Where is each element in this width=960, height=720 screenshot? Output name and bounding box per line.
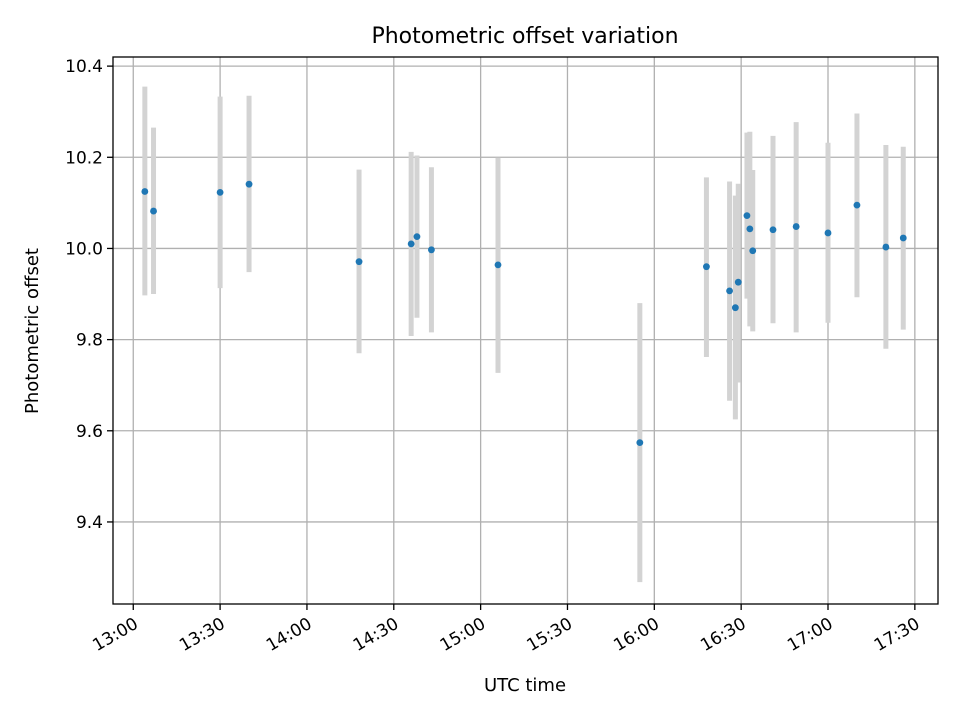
data-point bbox=[731, 304, 739, 312]
data-point bbox=[216, 188, 224, 196]
data-point bbox=[726, 287, 733, 295]
data-point bbox=[636, 439, 644, 447]
data-point bbox=[245, 180, 253, 188]
chart-title: Photometric offset variation bbox=[371, 24, 678, 49]
data-point bbox=[150, 207, 157, 215]
data-point bbox=[749, 247, 757, 255]
data-point bbox=[413, 233, 421, 240]
data-point bbox=[743, 212, 751, 220]
plot-frame bbox=[112, 56, 939, 605]
y-tick-label: 9.4 bbox=[76, 513, 103, 533]
data-point bbox=[703, 263, 710, 271]
data-point bbox=[899, 234, 907, 242]
data-point bbox=[355, 258, 363, 266]
y-tick-label: 10.0 bbox=[65, 239, 103, 259]
data-point bbox=[734, 278, 742, 286]
data-point bbox=[494, 261, 502, 269]
y-axis-ticks: 9.4 9.6 9.8 10.0 10.2 10.4 bbox=[65, 57, 113, 533]
data-point bbox=[882, 243, 890, 251]
y-tick-label: 9.6 bbox=[76, 422, 103, 442]
data-point bbox=[769, 226, 777, 234]
data-point bbox=[792, 223, 800, 230]
data-point bbox=[824, 229, 832, 237]
y-tick-label: 10.4 bbox=[65, 57, 103, 77]
y-tick-label: 10.2 bbox=[65, 148, 103, 168]
data-point bbox=[428, 246, 435, 254]
data-point bbox=[853, 201, 861, 209]
y-axis-label: Photometric offset bbox=[22, 248, 43, 414]
data-point bbox=[746, 225, 754, 233]
y-tick-label: 9.8 bbox=[76, 331, 103, 351]
data-points bbox=[141, 180, 907, 447]
x-axis-label: UTC time bbox=[484, 675, 566, 696]
data-point bbox=[141, 188, 149, 195]
data-point bbox=[407, 240, 415, 248]
